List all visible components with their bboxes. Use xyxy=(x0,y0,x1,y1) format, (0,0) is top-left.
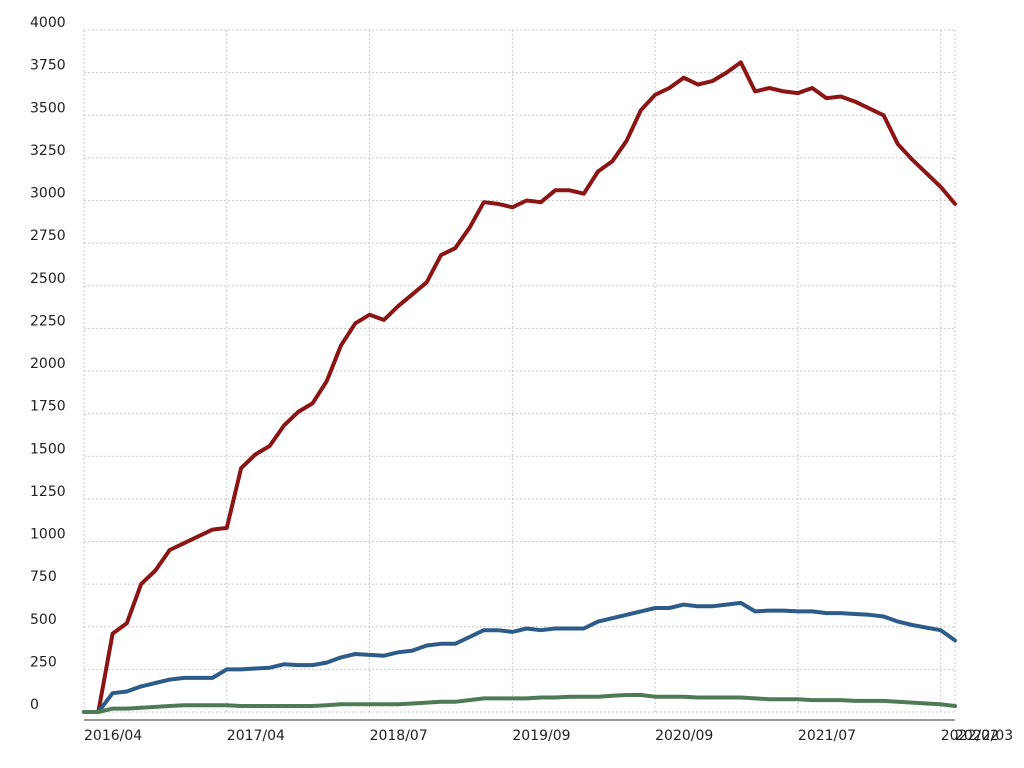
y-tick-label: 1500 xyxy=(30,441,66,457)
series-line xyxy=(82,60,957,714)
y-tick-label: 3750 xyxy=(30,58,66,74)
y-tick-label: 2000 xyxy=(30,356,66,372)
x-tick-label: 2018/07 xyxy=(370,728,428,744)
y-tick-label: 3250 xyxy=(30,143,66,159)
y-tick-label: 500 xyxy=(30,612,57,628)
series-line xyxy=(82,693,957,714)
x-tick-label: 2020/09 xyxy=(655,728,713,744)
y-tick-label: 250 xyxy=(30,654,57,670)
y-tick-label: 2250 xyxy=(30,313,66,329)
y-tick-label: 3000 xyxy=(30,186,66,202)
y-tick-label: 1000 xyxy=(30,527,66,543)
x-tick-label: 2019/09 xyxy=(512,728,570,744)
series-line xyxy=(82,600,957,714)
x-tick-label: 2022/03 xyxy=(955,728,1013,744)
y-tick-label: 1250 xyxy=(30,484,66,500)
x-tick-label: 2022/02 xyxy=(941,728,999,744)
y-tick-label: 2750 xyxy=(30,228,66,244)
y-tick-label: 750 xyxy=(30,569,57,585)
y-tick-label: 0 xyxy=(30,697,39,713)
x-tick-label: 2016/04 xyxy=(84,728,142,744)
y-tick-label: 4000 xyxy=(30,15,66,31)
y-tick-label: 3500 xyxy=(30,100,66,116)
x-tick-label: 2017/04 xyxy=(227,728,285,744)
y-tick-label: 1750 xyxy=(30,399,66,415)
y-tick-label: 2500 xyxy=(30,271,66,287)
x-tick-label: 2021/07 xyxy=(798,728,856,744)
